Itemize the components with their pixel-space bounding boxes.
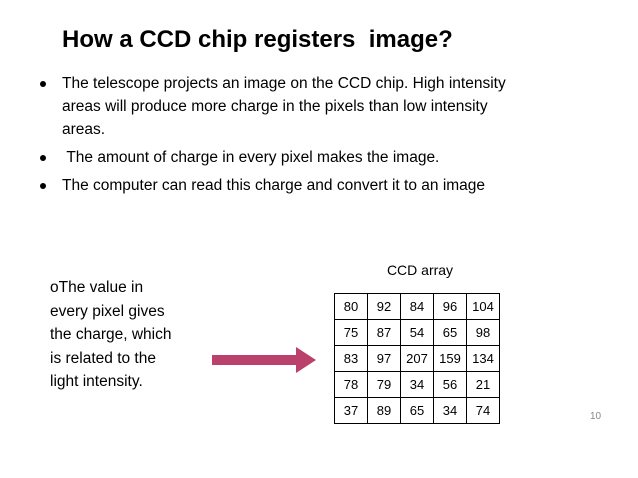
pixel-value: 92 bbox=[367, 293, 401, 320]
arrow bbox=[212, 347, 316, 373]
pixel-value: 98 bbox=[466, 319, 500, 346]
table-row: 78 79 34 56 21 bbox=[334, 371, 500, 398]
table-row: 83 97 207 159 134 bbox=[334, 345, 500, 372]
pixel-value: 89 bbox=[367, 397, 401, 424]
page-number: 10 bbox=[590, 411, 602, 422]
pixel-value: 34 bbox=[400, 371, 434, 398]
table-row: 80 92 84 96 104 bbox=[334, 293, 500, 320]
table-row: 37 89 65 34 74 bbox=[334, 397, 500, 424]
pixel-value: 134 bbox=[466, 345, 500, 372]
bullet-text: The amount of charge in every pixel make… bbox=[62, 149, 440, 166]
bullet-dot bbox=[40, 183, 46, 189]
bullet-item: The computer can read this charge and co… bbox=[28, 174, 518, 197]
pixel-value: 37 bbox=[334, 397, 368, 424]
bullet-text: The telescope projects an image on the C… bbox=[62, 75, 511, 138]
bullet-text: The computer can read this charge and co… bbox=[62, 177, 486, 194]
bullet-item: The telescope projects an image on the C… bbox=[28, 72, 518, 141]
pixel-value: 83 bbox=[334, 345, 368, 372]
pixel-value: 104 bbox=[466, 293, 500, 320]
pixel-value: 75 bbox=[334, 319, 368, 346]
slide-title: How a CCD chip registers image? bbox=[62, 26, 453, 53]
pixel-value: 87 bbox=[367, 319, 401, 346]
bullet-list: The telescope projects an image on the C… bbox=[28, 72, 518, 202]
ccd-table: 80 92 84 96 104 75 87 54 65 98 83 97 207 159 134 78 79 34… bbox=[334, 293, 500, 424]
pixel-value: 207 bbox=[400, 345, 434, 372]
side-text: oThe value in every pixel gives the char… bbox=[50, 279, 172, 390]
pixel-value: 97 bbox=[367, 345, 401, 372]
table-row: 75 87 54 65 98 bbox=[334, 319, 500, 346]
pixel-value: 56 bbox=[433, 371, 467, 398]
pixel-value: 74 bbox=[466, 397, 500, 424]
pixel-value: 80 bbox=[334, 293, 368, 320]
pixel-value: 54 bbox=[400, 319, 434, 346]
pixel-value: 65 bbox=[400, 397, 434, 424]
pixel-value: 79 bbox=[367, 371, 401, 398]
pixel-value: 84 bbox=[400, 293, 434, 320]
bullet-item: The amount of charge in every pixel make… bbox=[28, 146, 518, 169]
arrow-shape bbox=[212, 347, 316, 373]
bullet-dot bbox=[40, 155, 46, 161]
pixel-value: 159 bbox=[433, 345, 467, 372]
pixel-value: 96 bbox=[433, 293, 467, 320]
table-caption: CCD array bbox=[386, 262, 454, 278]
pixel-value: 78 bbox=[334, 371, 368, 398]
pixel-value: 65 bbox=[433, 319, 467, 346]
pixel-value: 21 bbox=[466, 371, 500, 398]
pixel-value: 34 bbox=[433, 397, 467, 424]
bullet-dot bbox=[40, 81, 46, 87]
